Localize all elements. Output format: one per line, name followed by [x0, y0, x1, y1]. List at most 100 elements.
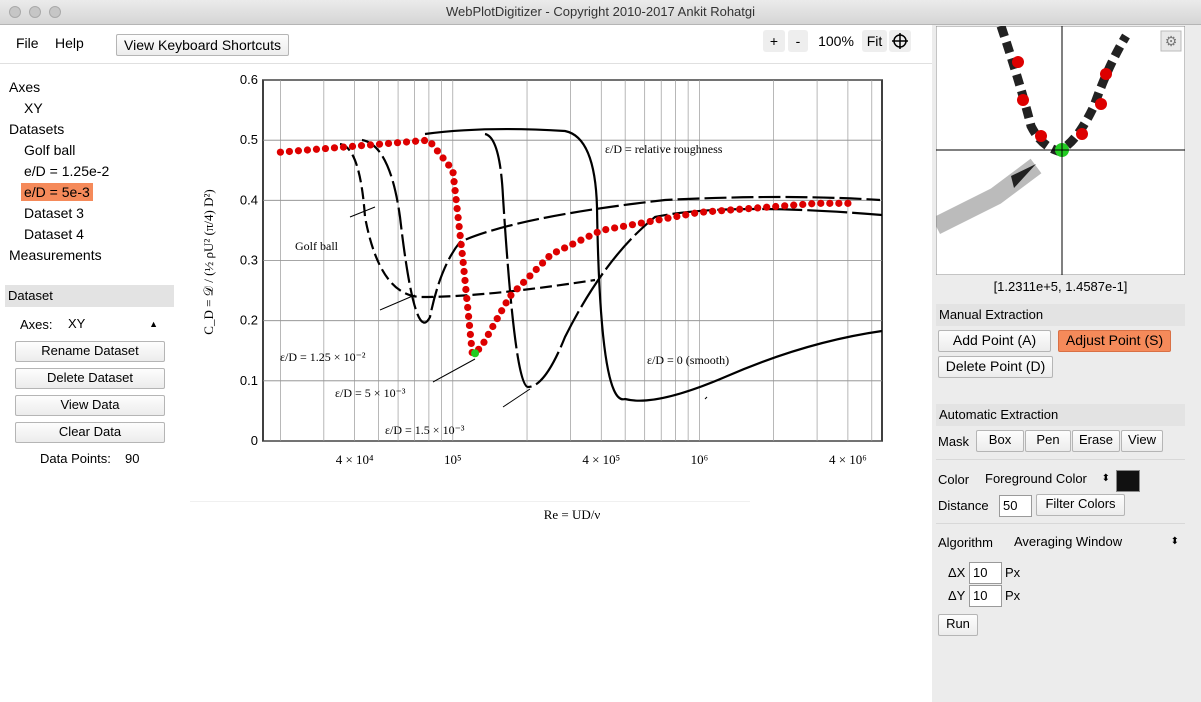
tree-axes-item[interactable]: XY	[24, 100, 43, 116]
data-point	[709, 207, 717, 215]
data-point	[461, 276, 469, 285]
data-point	[450, 178, 458, 186]
data-point	[593, 228, 601, 236]
maximize-window-button[interactable]	[49, 6, 61, 18]
tree-dataset-item[interactable]: Golf ball	[24, 142, 76, 158]
y-tick-labels: 0 0.1 0.2 0.3 0.4 0.5 0.6	[240, 72, 258, 448]
x-tick-label: 10⁵	[444, 452, 462, 467]
data-point	[462, 285, 470, 294]
mask-box-button[interactable]: Box	[976, 430, 1024, 452]
mask-erase-button[interactable]: Erase	[1072, 430, 1120, 452]
data-point	[718, 207, 726, 215]
keyboard-shortcuts-button[interactable]: View Keyboard Shortcuts	[116, 34, 289, 56]
zoom-in-button[interactable]: +	[763, 30, 785, 52]
run-button[interactable]: Run	[938, 614, 978, 636]
select-arrows-icon: ⬍	[1101, 473, 1110, 484]
select-arrows-icon: ⬍	[1170, 536, 1179, 547]
help-menu[interactable]: Help	[55, 35, 84, 51]
data-point	[465, 321, 474, 330]
tree-measurements[interactable]: Measurements	[9, 247, 102, 263]
data-point	[808, 200, 816, 208]
data-point	[375, 140, 384, 148]
filter-colors-button[interactable]: Filter Colors	[1036, 494, 1125, 516]
digitized-points	[276, 136, 852, 358]
tree-dataset-item-selected[interactable]: e/D = 5e-3	[9, 182, 109, 203]
crosshair-button[interactable]	[889, 30, 911, 52]
divider	[936, 523, 1185, 524]
adjust-point-button[interactable]: Adjust Point (S)	[1058, 330, 1171, 352]
view-data-button[interactable]: View Data	[15, 395, 165, 416]
zoom-out-button[interactable]: -	[788, 30, 808, 52]
data-point	[545, 252, 553, 261]
distance-label: Distance	[938, 498, 989, 513]
data-points-label: Data Points:	[40, 451, 111, 466]
tree-dataset-item[interactable]: e/D = 1.25e-2	[24, 163, 110, 179]
tree-dataset-item[interactable]: Dataset 4	[24, 226, 84, 242]
delete-dataset-button[interactable]: Delete Dataset	[15, 368, 165, 389]
data-point	[826, 199, 834, 207]
mask-view-button[interactable]: View	[1121, 430, 1163, 452]
data-point	[445, 161, 453, 169]
mask-pen-button[interactable]: Pen	[1025, 430, 1071, 452]
data-point	[467, 339, 475, 348]
data-point	[700, 208, 708, 216]
plot-canvas[interactable]: 0 0.1 0.2 0.3 0.4 0.5 0.6 4 × 10⁴ 10⁵ 4 × 10⁵ 10⁶…	[185, 67, 925, 537]
distance-input[interactable]: 50	[999, 495, 1032, 517]
main-area: File Help View Keyboard Shortcuts + - 10…	[0, 25, 932, 702]
x-tick-label: 10⁶	[691, 452, 709, 467]
y-tick-label: 0.1	[240, 373, 258, 388]
clear-data-button[interactable]: Clear Data	[15, 422, 165, 443]
x-tick-labels: 4 × 10⁴ 10⁵ 4 × 10⁵ 10⁶ 4 × 10⁶	[336, 452, 867, 467]
data-point	[285, 147, 294, 156]
gear-icon[interactable]: ⚙	[1165, 33, 1178, 49]
zoom-fit-button[interactable]: Fit	[862, 30, 887, 52]
algorithm-select[interactable]: Averaging Window ⬍	[1008, 532, 1183, 554]
color-swatch[interactable]	[1116, 470, 1140, 492]
rename-dataset-button[interactable]: Rename Dataset	[15, 341, 165, 362]
tree-datasets[interactable]: Datasets	[9, 121, 65, 137]
close-window-button[interactable]	[9, 6, 21, 18]
data-point	[602, 225, 610, 234]
tree-dataset-item[interactable]: Dataset 3	[24, 205, 84, 221]
delete-point-button[interactable]: Delete Point (D)	[938, 356, 1053, 378]
menubar: File Help View Keyboard Shortcuts + - 10…	[0, 25, 932, 65]
data-point	[817, 199, 825, 207]
data-point	[321, 144, 330, 153]
data-point	[384, 139, 393, 148]
active-data-point	[471, 349, 480, 358]
data-point	[489, 322, 497, 331]
dx-label: ΔX	[948, 565, 966, 580]
data-point	[451, 187, 459, 195]
file-menu[interactable]: File	[16, 35, 39, 51]
y-tick-label: 0.2	[240, 313, 258, 328]
color-select[interactable]: Foreground Color ⬍	[979, 469, 1114, 491]
data-point	[552, 248, 561, 256]
axes-select[interactable]: XY ▲	[62, 314, 162, 336]
data-point	[646, 217, 654, 226]
data-tree: Axes XY Datasets Golf ball e/D = 1.25e-2…	[9, 77, 109, 266]
window-title: WebPlotDigitizer - Copyright 2010-2017 A…	[445, 4, 756, 19]
axes-select-value: XY	[68, 316, 86, 331]
divider	[936, 459, 1185, 460]
data-point	[366, 141, 375, 149]
zoom-level: 100%	[818, 33, 854, 49]
data-point	[526, 272, 534, 280]
data-point	[339, 143, 348, 151]
data-point	[844, 199, 852, 207]
data-point	[402, 138, 411, 146]
data-point	[460, 267, 468, 276]
tree-axes[interactable]: Axes	[9, 79, 41, 95]
chart-annotations: ε/D = relative roughness Golf ball ε/D = 1…	[280, 142, 729, 437]
data-point	[294, 147, 303, 155]
data-point	[454, 213, 462, 222]
add-point-button[interactable]: Add Point (A)	[938, 330, 1051, 352]
data-point	[480, 338, 488, 346]
data-point	[538, 259, 547, 267]
minimize-window-button[interactable]	[29, 6, 41, 18]
dx-input[interactable]: 10	[969, 562, 1002, 584]
data-point	[498, 307, 506, 315]
dy-input[interactable]: 10	[969, 585, 1002, 607]
data-point	[455, 222, 463, 231]
data-point	[519, 278, 528, 286]
y-tick-label: 0.5	[240, 132, 258, 147]
